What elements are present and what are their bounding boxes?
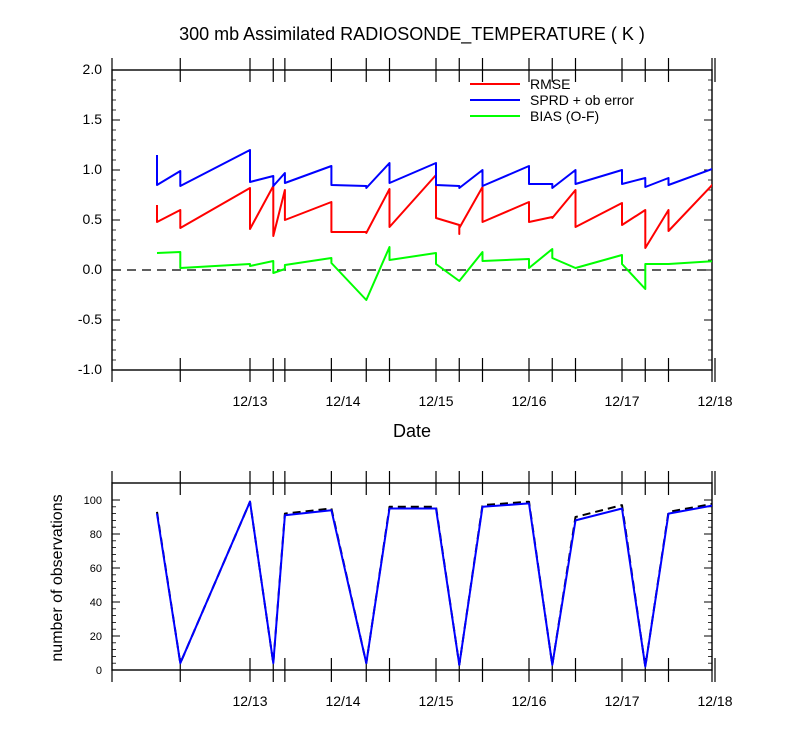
x-axis-label: Date: [393, 421, 431, 441]
x-tick-label: 12/13: [232, 693, 267, 709]
x-tick-label: 12/18: [697, 693, 732, 709]
series-line-bias-o-f: [156, 246, 712, 301]
x-tick-label: 12/18: [697, 393, 732, 409]
chart-title: 300 mb Assimilated RADIOSONDE_TEMPERATUR…: [179, 24, 645, 45]
x-tick-label: 12/15: [418, 393, 453, 409]
x-tick-label: 12/13: [232, 393, 267, 409]
x-tick-label: 12/16: [511, 693, 546, 709]
y-tick-label: 1.0: [83, 161, 103, 177]
x-tick-label: 12/15: [418, 693, 453, 709]
y-tick-label: 0: [96, 665, 102, 677]
y-tick-label: -1.0: [78, 361, 102, 377]
series-line-sprd-ob-error: [156, 149, 712, 189]
y-tick-label: 100: [84, 495, 102, 507]
plot-frame: [111, 482, 713, 671]
x-tick-label: 12/16: [511, 393, 546, 409]
series-line-used-obs: [156, 500, 712, 668]
top-plot-area: 2.0 1.5 1.0 0.5 0.0 -0.5 -1.0 12/13 12/14 12/15 12…: [78, 58, 733, 409]
y-tick-label: 60: [90, 563, 102, 575]
x-tick-label: 12/17: [604, 393, 639, 409]
bottom-y-axis-label: number of observations: [49, 494, 66, 661]
legend-label: SPRD + ob error: [530, 92, 634, 108]
y-tick-label: 80: [90, 529, 102, 541]
y-tick-label: 20: [90, 631, 102, 643]
y-tick-label: 0.5: [83, 211, 103, 227]
y-tick-label: 1.5: [83, 111, 103, 127]
bottom-plot-area: 100 80 60 40 20 0 12/13 12/14 12/15 12/16 12/17 12/…: [84, 471, 733, 709]
y-tick-label: -0.5: [78, 311, 102, 327]
y-tick-label: 40: [90, 597, 102, 609]
series-line-rmse: [156, 174, 712, 249]
x-tick-label: 12/14: [325, 693, 360, 709]
x-tick-label: 12/17: [604, 693, 639, 709]
series-line-total-obs: [156, 500, 712, 668]
legend-label: RMSE: [530, 76, 570, 92]
y-tick-label: 2.0: [83, 61, 103, 77]
x-tick-label: 12/14: [325, 393, 360, 409]
y-tick-label: 0.0: [83, 261, 103, 277]
legend-label: BIAS (O-F): [530, 108, 599, 124]
